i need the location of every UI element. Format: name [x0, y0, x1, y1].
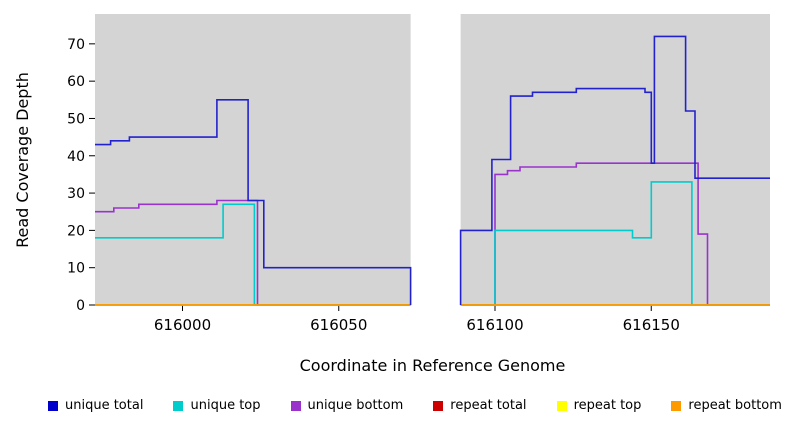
y-axis-label: Read Coverage Depth: [13, 72, 32, 248]
series-unique-bottom: [95, 162, 770, 306]
y-tick-label: 40: [67, 149, 85, 165]
legend-swatch-repeat-top: [556, 400, 567, 411]
legend-swatch-unique-bottom: [290, 400, 301, 411]
legend-label: repeat top: [573, 398, 642, 413]
legend-item-unique-total: unique total: [48, 398, 143, 413]
legend-item-unique-bottom: unique bottom: [290, 398, 404, 413]
coverage-plot: 0 10 20 30 40 50 60 70 616000 616050 616100 616150: [67, 14, 770, 334]
legend-swatch-repeat-total: [433, 400, 444, 411]
y-tick-label: 50: [67, 111, 85, 127]
legend-item-repeat-total: repeat total: [433, 398, 527, 413]
legend-item-unique-top: unique top: [173, 398, 261, 413]
legend-item-repeat-top: repeat top: [556, 398, 642, 413]
y-tick-label: 10: [67, 261, 85, 277]
gap-region: [410, 14, 461, 305]
x-tick-label: 616150: [623, 316, 680, 334]
legend-label: unique total: [65, 398, 144, 413]
y-tick-label: 60: [67, 74, 85, 90]
x-tick-label: 616050: [310, 316, 367, 334]
legend-swatch-unique-top: [173, 400, 184, 411]
y-tick-label: 0: [76, 298, 85, 314]
legend-label: unique bottom: [307, 398, 404, 413]
x-tick-label: 616000: [154, 316, 211, 334]
y-tick-label: 70: [67, 37, 85, 53]
legend-label: unique top: [190, 398, 261, 413]
legend-label: repeat total: [450, 398, 527, 413]
legend-swatch-repeat-bottom: [671, 400, 682, 411]
legend-item-repeat-bottom: repeat bottom: [671, 398, 782, 413]
legend: unique total unique top unique bottom repea…: [48, 398, 782, 413]
y-tick-label: 20: [67, 223, 85, 239]
x-tick-label: 616100: [466, 316, 523, 334]
legend-label: repeat bottom: [688, 398, 782, 413]
series-unique-total: [95, 35, 770, 305]
legend-swatch-unique-total: [48, 400, 58, 411]
y-tick-label: 30: [67, 186, 85, 202]
x-axis-label: Coordinate in Reference Genome: [299, 356, 566, 375]
